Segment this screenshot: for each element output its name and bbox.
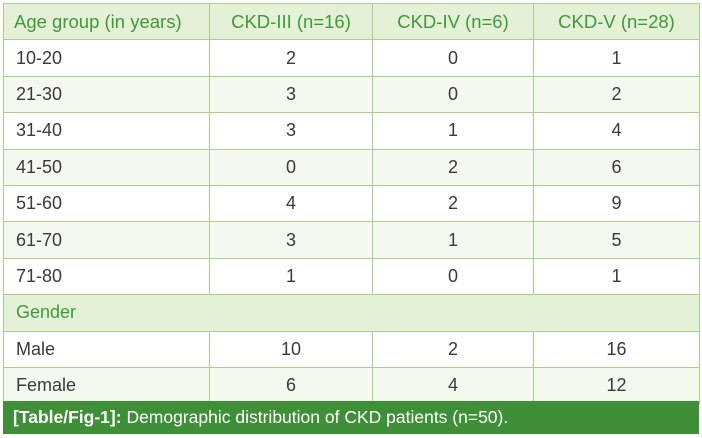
table-row: 71-80 1 0 1 bbox=[3, 257, 700, 296]
caption-label: [Table/Fig-1]: bbox=[13, 407, 122, 427]
table-row: 31-40 3 1 4 bbox=[3, 112, 700, 150]
table-row: 41-50 0 2 6 bbox=[3, 148, 700, 186]
row-label: 10-20 bbox=[3, 39, 210, 77]
table-cell: 4 bbox=[209, 184, 373, 223]
table-caption: [Table/Fig-1]: Demographic distribution … bbox=[3, 401, 699, 434]
column-header: CKD-IV (n=6) bbox=[372, 2, 534, 41]
table-cell: 0 bbox=[372, 75, 534, 114]
column-header: CKD-V (n=28) bbox=[533, 2, 700, 41]
row-label: 71-80 bbox=[3, 257, 210, 296]
table-cell: 2 bbox=[209, 39, 373, 77]
column-header: CKD-III (n=16) bbox=[209, 2, 373, 41]
table-cell: 9 bbox=[533, 184, 700, 223]
row-label: 61-70 bbox=[3, 221, 210, 259]
demographics-table: Age group (in years) CKD-III (n=16) CKD-… bbox=[3, 2, 700, 405]
table-cell: 1 bbox=[533, 39, 700, 77]
table-cell: 3 bbox=[209, 112, 373, 150]
table-cell: 2 bbox=[372, 184, 534, 223]
table-cell: 1 bbox=[533, 257, 700, 296]
table-cell: 6 bbox=[209, 366, 373, 405]
column-header: Age group (in years) bbox=[3, 2, 210, 41]
row-label: Female bbox=[3, 366, 210, 405]
table-row: 21-30 3 0 2 bbox=[3, 75, 700, 114]
section-label: Gender bbox=[3, 294, 700, 332]
table-cell: 0 bbox=[372, 39, 534, 77]
table-row: 10-20 2 0 1 bbox=[3, 39, 700, 77]
table-row: 51-60 4 2 9 bbox=[3, 184, 700, 223]
table-row: Female 6 4 12 bbox=[3, 366, 700, 405]
table-cell: 3 bbox=[209, 75, 373, 114]
table-cell: 0 bbox=[372, 257, 534, 296]
table-cell: 3 bbox=[209, 221, 373, 259]
row-label: 31-40 bbox=[3, 112, 210, 150]
table-cell: 5 bbox=[533, 221, 700, 259]
table-cell: 1 bbox=[372, 112, 534, 150]
table-cell: 10 bbox=[209, 330, 373, 368]
table-cell: 2 bbox=[533, 75, 700, 114]
table-cell: 6 bbox=[533, 148, 700, 186]
row-label: 41-50 bbox=[3, 148, 210, 186]
header-row: Age group (in years) CKD-III (n=16) CKD-… bbox=[3, 2, 700, 41]
row-label: 21-30 bbox=[3, 75, 210, 114]
table-cell: 0 bbox=[209, 148, 373, 186]
table-row: Male 10 2 16 bbox=[3, 330, 700, 368]
table-cell: 2 bbox=[372, 148, 534, 186]
table-cell: 1 bbox=[209, 257, 373, 296]
caption-text: Demographic distribution of CKD patients… bbox=[126, 407, 509, 427]
table-cell: 4 bbox=[372, 366, 534, 405]
table-cell: 12 bbox=[533, 366, 700, 405]
section-row: Gender bbox=[3, 294, 700, 332]
table-cell: 2 bbox=[372, 330, 534, 368]
table-cell: 1 bbox=[372, 221, 534, 259]
row-label: Male bbox=[3, 330, 210, 368]
table-cell: 4 bbox=[533, 112, 700, 150]
row-label: 51-60 bbox=[3, 184, 210, 223]
table-row: 61-70 3 1 5 bbox=[3, 221, 700, 259]
table-cell: 16 bbox=[533, 330, 700, 368]
